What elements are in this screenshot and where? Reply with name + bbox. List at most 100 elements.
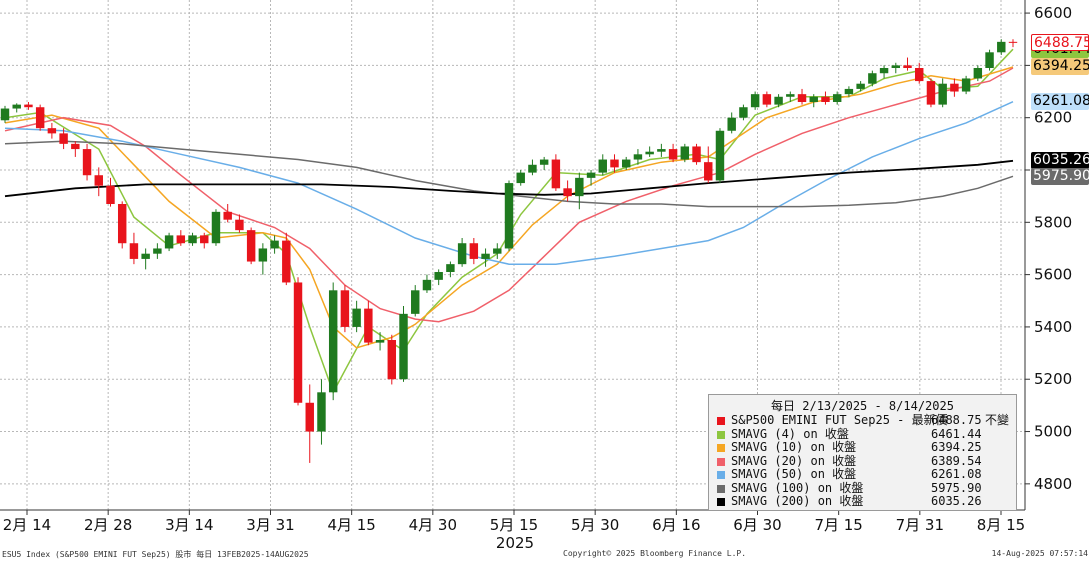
candlestick	[657, 143, 666, 157]
price-label: 5975.90	[1031, 167, 1089, 185]
y-tick-label: 5600	[1034, 266, 1072, 284]
footer-copyright: Copyright© 2025 Bloomberg Finance L.P.	[563, 549, 747, 558]
candlestick	[985, 49, 994, 71]
candlestick	[750, 91, 760, 110]
legend-row: SMAVG (200) on 收盤 6035.26	[709, 494, 1016, 509]
candlestick	[270, 235, 279, 254]
legend-swatch	[717, 444, 725, 452]
candlestick	[12, 103, 21, 113]
candlestick	[950, 78, 959, 97]
candle-body	[457, 243, 467, 265]
candle-body	[328, 290, 338, 393]
candle-body	[223, 211, 232, 220]
candle-body	[985, 52, 994, 68]
candle-body	[915, 68, 924, 82]
candle-body	[411, 290, 420, 314]
candle-body	[891, 65, 901, 68]
y-tick-label: 5000	[1034, 423, 1072, 441]
x-tick-label: 2月 28	[84, 516, 132, 534]
candlestick	[340, 285, 350, 333]
candlestick	[516, 170, 525, 186]
candlestick	[457, 238, 467, 267]
candle-body	[94, 175, 103, 186]
candlestick	[59, 128, 68, 150]
candle-body	[481, 253, 490, 259]
candlestick	[727, 112, 736, 134]
candlesticks	[0, 39, 1018, 463]
candle-body	[809, 96, 818, 102]
candle-body	[200, 235, 209, 244]
legend-swatch	[717, 417, 725, 425]
legend-row: SMAVG (10) on 收盤 6394.25	[709, 440, 1016, 455]
candle-body	[71, 143, 80, 150]
candle-body	[938, 83, 947, 105]
candlestick	[94, 167, 103, 197]
candlestick	[575, 172, 584, 210]
candle-body	[399, 313, 408, 380]
candle-body	[797, 94, 807, 102]
candlestick	[399, 306, 408, 382]
candle-body	[926, 81, 936, 105]
candle-body	[598, 159, 607, 173]
candle-body	[434, 272, 443, 280]
x-tick-label: 3月 31	[246, 516, 294, 534]
candle-body	[317, 392, 326, 432]
candlestick	[551, 154, 561, 191]
legend-swatch	[717, 498, 725, 506]
candle-body	[950, 83, 959, 92]
legend-swatch	[717, 484, 725, 493]
candlestick	[141, 248, 150, 270]
candle-body	[645, 151, 654, 155]
candle-body	[551, 159, 561, 189]
candlestick	[352, 300, 361, 333]
chart-grid	[0, 0, 1025, 510]
candle-body	[469, 243, 479, 259]
y-tick-label: 5200	[1034, 370, 1072, 388]
candlestick	[223, 204, 232, 223]
price-label: 6488.75	[1031, 33, 1089, 51]
candle-body	[528, 164, 537, 173]
candle-body	[739, 107, 748, 118]
moving-average-line	[4, 67, 1014, 323]
candlestick	[117, 201, 127, 249]
candlestick	[235, 214, 244, 233]
x-tick-label: 6月 30	[733, 516, 781, 534]
legend-swatch	[717, 457, 725, 466]
candlestick	[563, 180, 572, 202]
candle-body	[786, 94, 795, 97]
candle-body	[422, 279, 432, 291]
x-tick-label: 8月 15	[977, 516, 1025, 534]
candle-body	[82, 149, 92, 176]
candle-body	[141, 253, 150, 259]
candle-body	[0, 108, 10, 121]
candle-body	[164, 235, 174, 249]
moving-average-line	[4, 101, 1014, 265]
candle-body	[997, 41, 1006, 53]
candle-body	[153, 248, 162, 254]
candle-body	[774, 96, 783, 105]
candlestick	[868, 70, 877, 87]
candle-body	[12, 104, 21, 109]
candlestick	[293, 277, 303, 406]
candle-body	[282, 240, 291, 283]
candle-body	[692, 146, 701, 163]
candle-body	[657, 149, 666, 152]
candle-body	[106, 185, 115, 204]
candlestick	[282, 232, 291, 286]
price-label: 6394.25	[1031, 58, 1089, 76]
candle-body	[270, 240, 279, 249]
candle-body	[188, 235, 197, 244]
candle-body	[47, 128, 57, 134]
candle-body	[35, 107, 45, 129]
price-label: 6261.08	[1031, 93, 1089, 111]
candlestick	[200, 232, 209, 249]
candlestick	[668, 143, 678, 163]
legend-label: SMAVG (4) on 收盤	[731, 426, 849, 441]
candlestick	[598, 154, 607, 176]
candlestick	[821, 91, 830, 105]
candlestick	[645, 146, 654, 157]
candlestick	[610, 154, 619, 173]
moving-average-line	[4, 140, 1014, 208]
candlestick	[176, 230, 186, 246]
legend-box: 每日 2/13/2025 - 8/14/2025 S&P500 EMINI FU…	[708, 394, 1017, 511]
